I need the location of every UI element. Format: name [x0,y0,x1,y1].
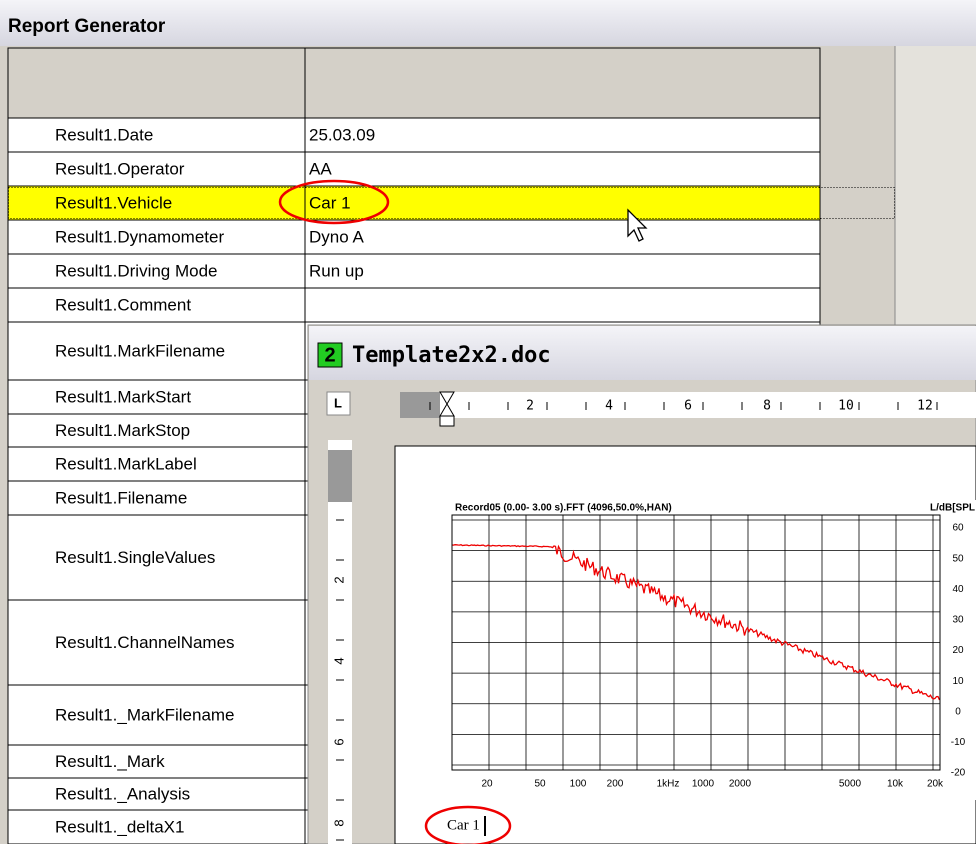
row-label: Result1._MarkFilename [55,705,235,724]
x-tick-label: 200 [607,779,624,790]
x-tick-label: 20k [927,779,944,790]
y-tick-label: -10 [951,737,966,748]
title-bar [0,0,976,46]
tab-button[interactable] [326,391,351,416]
doc-window: 2 Template2x2.doc L 2 4 6 8 10 12 2 4 6 8 Record0… [307,324,976,844]
doc-title: Template2x2.doc [352,343,551,368]
header-row [7,47,821,119]
plot-border [451,514,941,771]
ruler-number: 8 [763,399,771,414]
doc-title-bar [309,326,976,380]
plot-frame [450,500,976,800]
row-focus [8,187,895,219]
badge-number: 2 [324,344,335,366]
mouse-cursor [627,208,648,242]
row-label: Result1._Mark [55,752,165,771]
ruler-number: 12 [917,399,933,414]
y-tick-label: 50 [952,553,964,564]
plot-y-label: L/dB[SPL [930,503,975,514]
v-ruler [328,440,352,844]
x-tick-label: 1000 [692,779,715,790]
row [7,287,821,323]
y-tick-label: 20 [952,645,964,656]
row [7,219,821,255]
row-value: 25.03.09 [309,125,375,144]
v-ruler-margin [328,450,352,502]
badge [317,342,343,368]
row-label: Result1.ChannelNames [55,633,235,652]
row-label: Result1.MarkStart [55,387,191,406]
row-label: Result1._deltaX1 [55,817,184,836]
x-tick-label: 2000 [729,779,752,790]
row-label: Result1.Vehicle [55,193,172,212]
x-tick-label: 100 [570,779,587,790]
row [7,117,821,153]
x-tick-label: 5000 [839,779,862,790]
ruler-number: 10 [838,399,854,414]
caption: Car 1 [447,817,480,833]
row [7,185,821,221]
row-value: Car 1 [309,193,351,212]
ruler-number: 2 [331,576,346,583]
row-label: Result1.Comment [55,295,191,314]
x-tick-label: 20 [481,779,493,790]
ruler-number: 4 [331,657,346,664]
row-label: Result1.Operator [55,159,185,178]
row-value: AA [309,159,332,178]
indent-marker-base[interactable] [439,415,455,427]
y-tick-label: 0 [955,706,961,717]
y-tick-label: 10 [952,676,964,687]
x-tick-label: 1kHz [657,779,680,790]
row-value: Dyno A [309,227,364,246]
window-title: Report Generator [8,16,166,37]
h-ruler [400,392,976,418]
row-label: Result1._Analysis [55,784,190,803]
y-tick-label: -20 [951,768,966,779]
row-label: Result1.Dynamometer [55,227,224,246]
highlight-ellipse [424,805,512,844]
row [7,151,821,187]
tab-button-label: L [334,395,342,410]
row-label: Result1.MarkFilename [55,341,225,360]
row-label: Result1.Filename [55,488,187,507]
y-tick-label: 40 [952,584,964,595]
ruler-number: 6 [331,738,346,745]
ruler-number: 2 [526,399,534,414]
plot-title: Record05 (0.00- 3.00 s).FFT (4096,50.0%,… [455,503,672,514]
ruler-number: 6 [684,399,692,414]
spectrum-trace [452,544,940,701]
ruler-number: 8 [331,819,346,826]
ruler-number: 4 [605,399,613,414]
x-tick-label: 10k [887,779,904,790]
h-ruler-margin [400,392,440,418]
row-label: Result1.MarkStop [55,421,190,440]
y-tick-label: 30 [952,615,964,626]
row-label: Result1.SingleValues [55,548,215,567]
row-label: Result1.MarkLabel [55,454,197,473]
highlight-ellipse [278,179,390,225]
row-value: Run up [309,261,364,280]
row-label: Result1.Date [55,125,153,144]
row-label: Result1.Driving Mode [55,261,218,280]
x-tick-label: 50 [534,779,546,790]
y-tick-label: 60 [952,523,964,534]
